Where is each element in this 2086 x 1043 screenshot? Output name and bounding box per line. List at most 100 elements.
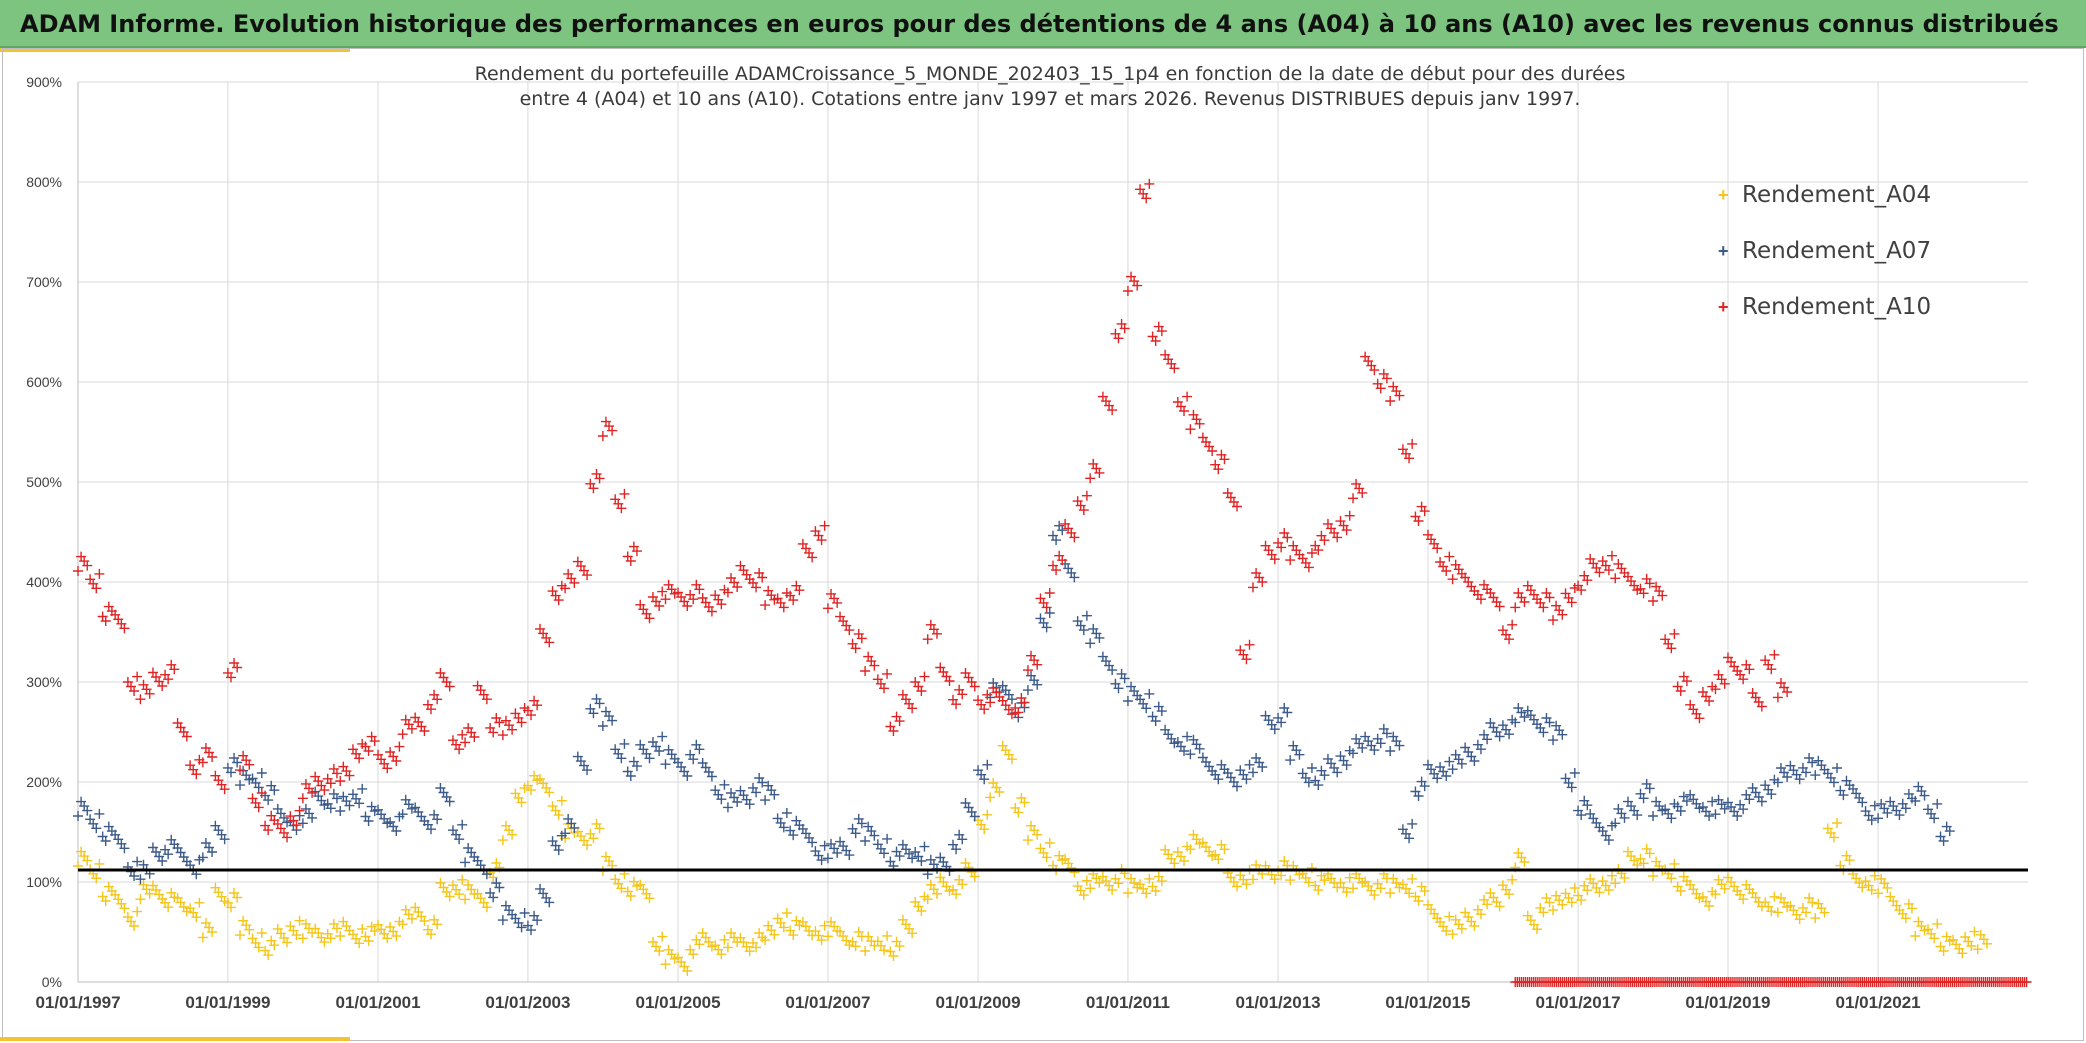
data-point — [419, 916, 430, 926]
data-point — [682, 966, 693, 976]
data-point — [263, 795, 274, 806]
data-point — [931, 628, 942, 639]
data-point — [1794, 774, 1805, 785]
data-point — [1244, 639, 1255, 650]
data-point — [1207, 446, 1218, 456]
data-point — [594, 698, 605, 709]
data-point — [1404, 833, 1415, 844]
y-tick-label: 400% — [26, 574, 62, 590]
data-point — [1078, 505, 1089, 516]
data-point — [1107, 405, 1118, 416]
data-point — [256, 928, 267, 938]
data-point — [163, 902, 174, 913]
x-tick-label: 01/01/2011 — [1086, 993, 1170, 1012]
data-point — [1447, 929, 1458, 940]
data-point — [856, 633, 867, 644]
data-point — [1482, 899, 1493, 910]
data-point — [144, 688, 155, 699]
x-tick-label: 01/01/2005 — [635, 993, 720, 1012]
data-point — [1966, 941, 1977, 951]
data-point — [1873, 813, 1884, 824]
y-tick-label: 900% — [26, 74, 62, 90]
data-point — [1419, 781, 1430, 792]
data-point — [1566, 897, 1577, 908]
data-point — [1344, 872, 1355, 883]
data-point — [335, 931, 346, 941]
data-point — [1269, 874, 1280, 885]
data-point — [132, 671, 143, 682]
data-point — [225, 767, 236, 778]
data-point — [1032, 659, 1043, 670]
data-point — [1085, 638, 1096, 649]
data-point — [778, 922, 789, 933]
data-point — [1873, 888, 1884, 899]
data-point — [1648, 871, 1659, 881]
data-point — [1772, 907, 1783, 918]
data-point — [760, 935, 771, 946]
data-point — [1441, 771, 1452, 781]
data-point — [319, 937, 330, 948]
data-point — [1144, 178, 1155, 189]
data-point — [369, 736, 380, 747]
data-point — [1113, 683, 1124, 694]
data-point — [444, 891, 455, 902]
data-point — [135, 694, 146, 705]
data-point — [1044, 838, 1055, 848]
data-point — [1241, 774, 1252, 785]
data-point — [907, 853, 918, 864]
y-axis-ticks: 0% 100% 200% 300% 400% 500% 600% 700% 800% 900% — [26, 74, 62, 990]
data-point — [1319, 875, 1330, 886]
data-point — [100, 896, 111, 906]
data-point — [1044, 608, 1055, 618]
data-point — [1766, 789, 1777, 800]
data-point — [460, 894, 471, 905]
data-point — [1231, 881, 1242, 892]
data-point — [1032, 829, 1043, 840]
data-point — [751, 942, 762, 953]
data-point — [1185, 749, 1196, 760]
data-point — [1900, 913, 1911, 924]
data-point — [1094, 632, 1105, 643]
data-point — [1929, 813, 1940, 824]
data-point — [1710, 684, 1721, 695]
data-point — [1341, 760, 1352, 771]
data-point — [788, 930, 799, 941]
data-point — [1213, 464, 1224, 475]
data-point — [1675, 686, 1686, 696]
data-point — [1557, 729, 1568, 740]
accent-bar-bottom — [0, 1037, 350, 1041]
data-point — [1122, 888, 1133, 898]
data-point — [769, 789, 780, 800]
data-point — [922, 894, 933, 905]
data-point — [982, 809, 993, 820]
data-point — [560, 583, 571, 594]
data-point — [1532, 924, 1543, 935]
x-tick-label: 01/01/2019 — [1685, 993, 1770, 1012]
data-point — [1150, 336, 1161, 346]
data-point — [207, 847, 218, 857]
data-point — [1219, 454, 1230, 465]
data-point — [256, 768, 267, 778]
data-point — [1432, 773, 1443, 784]
data-point — [1006, 709, 1017, 720]
data-point — [119, 843, 130, 854]
data-point — [1369, 365, 1380, 376]
data-point — [1648, 596, 1659, 606]
data-point — [432, 694, 443, 705]
data-point — [1732, 811, 1743, 821]
data-point — [1494, 731, 1505, 742]
data-point — [1557, 609, 1568, 620]
data-point — [1113, 333, 1124, 344]
data-point — [73, 811, 83, 821]
data-point — [616, 753, 627, 764]
data-point — [869, 660, 880, 671]
data-point — [732, 582, 743, 592]
data-point — [526, 925, 537, 936]
data-point — [1081, 490, 1092, 501]
data-point — [91, 823, 102, 834]
data-point — [100, 836, 111, 846]
data-point — [1510, 717, 1521, 728]
series-rendement-a04 — [73, 740, 1992, 976]
data-point — [1704, 901, 1715, 911]
data-point — [1669, 858, 1680, 869]
